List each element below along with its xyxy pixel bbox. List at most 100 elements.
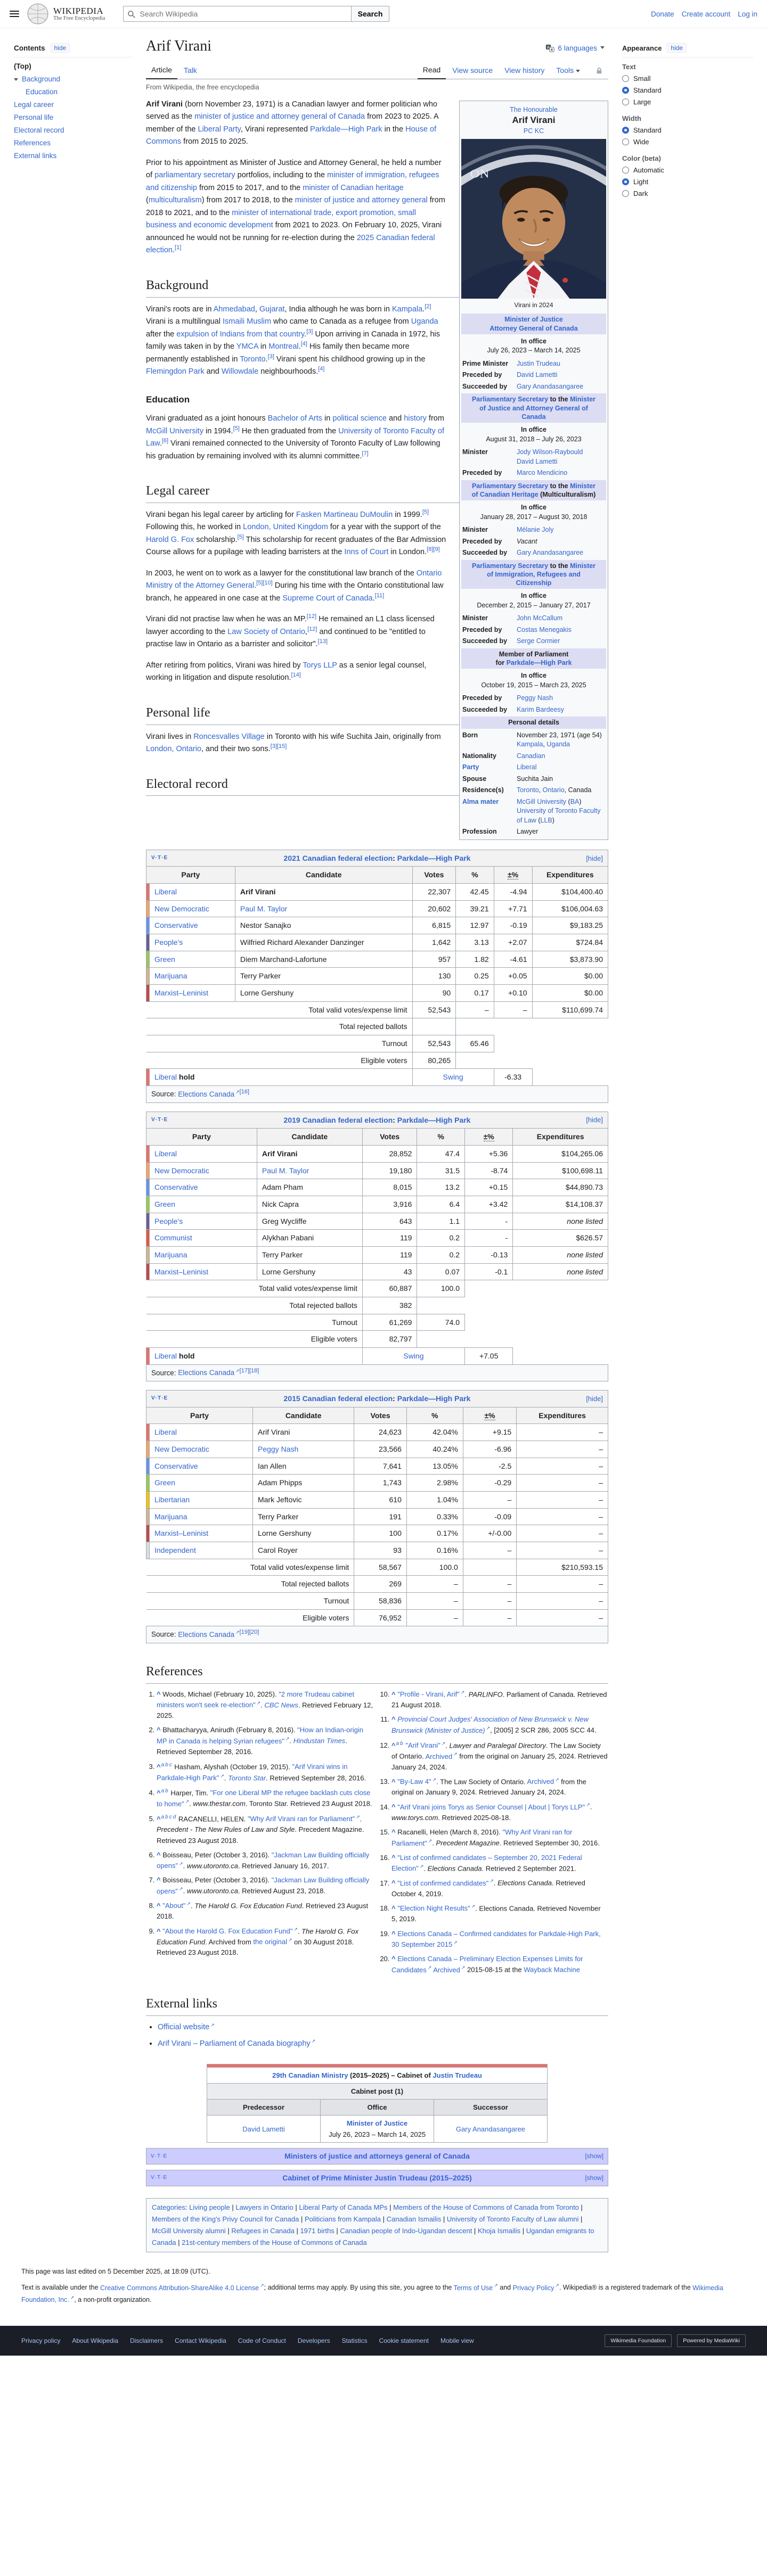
party-link[interactable]: Marxist–Leninist (154, 1267, 209, 1276)
link[interactable]: Minister of Justice (504, 316, 563, 324)
link[interactable]: Liberal Party (198, 125, 241, 134)
sidebar-item-personal-life[interactable]: Personal life (14, 113, 54, 121)
category-link[interactable]: Khoja Ismailis (477, 2227, 521, 2235)
party-link[interactable]: Green (154, 1478, 175, 1487)
link[interactable]: Serge Cormier (517, 637, 560, 645)
link[interactable]: Bachelor of Arts (267, 414, 323, 423)
link[interactable]: Elections Canada (178, 1631, 239, 1639)
ref-marker[interactable]: [5] (237, 534, 244, 541)
category-link[interactable]: Liberal Party of Canada MPs (299, 2203, 388, 2211)
link[interactable]: minister of international trade, export … (146, 208, 416, 230)
category-link[interactable]: University of Toronto Faculty of Law alu… (446, 2215, 579, 2223)
party-link[interactable]: Marijuana (154, 972, 187, 981)
link[interactable]: Gary Anandasangaree (517, 382, 584, 390)
ref-marker[interactable]: [8][9] (427, 546, 440, 553)
party-link[interactable]: New Democratic (154, 1444, 209, 1453)
appearance-hide-button[interactable]: hide (667, 43, 687, 53)
radio-icon[interactable] (622, 167, 629, 174)
link[interactable]: University of Toronto Faculty of Law (146, 426, 445, 448)
link[interactable]: Provincial Court Judges' Association of … (391, 1715, 589, 1734)
link[interactable]: Alma mater (462, 797, 499, 805)
tab-article[interactable]: Article (146, 61, 177, 79)
party-link[interactable]: Marxist–Leninist (154, 989, 209, 998)
link[interactable]: political science (332, 414, 387, 423)
link[interactable]: "About" (162, 1902, 191, 1910)
backlink-caret[interactable]: ^ (391, 1955, 396, 1963)
link[interactable]: Gujarat (259, 304, 285, 314)
party-link[interactable]: Liberal (154, 887, 177, 896)
link[interactable]: Attorney General of Canada (489, 324, 578, 332)
ref-marker[interactable]: [2] (425, 303, 431, 310)
link[interactable]: Parliamentary Secretary (471, 396, 549, 404)
backlink-caret[interactable]: ^ (157, 1902, 161, 1910)
footer-link[interactable]: Statistics (341, 2337, 368, 2345)
navbox-show-button[interactable]: [show] (585, 2174, 603, 2182)
link[interactable]: 2025 Canadian federal election (146, 233, 435, 255)
ref-marker[interactable]: [13] (317, 638, 328, 645)
link[interactable]: "Arif Virani" (405, 1741, 445, 1749)
link[interactable]: Justin Trudeau (517, 359, 560, 367)
link[interactable]: Arif Virani – Parliament of Canada biogr… (158, 2039, 315, 2048)
tab-talk[interactable]: Talk (183, 66, 197, 75)
link[interactable]: Toronto (517, 786, 539, 794)
link[interactable]: McGill University (146, 426, 203, 435)
link[interactable]: "Why Arif Virani ran for Parliament" (248, 1815, 360, 1823)
backlink-letter[interactable]: c (169, 1814, 172, 1820)
backlink-letter[interactable]: a (161, 1814, 165, 1820)
category-link[interactable]: 21st-century members of the House of Com… (182, 2238, 367, 2247)
link[interactable]: Parkdale—High Park (506, 659, 572, 667)
link[interactable]: Kampala (391, 304, 423, 314)
backlink-letter[interactable]: b (165, 1788, 168, 1795)
link[interactable]: Ismaili Muslim (223, 317, 272, 326)
ref-marker[interactable]: [4] (318, 366, 325, 373)
ref-marker[interactable]: [7] (362, 450, 369, 457)
ref-marker[interactable]: [5] (422, 509, 429, 516)
link[interactable]: Elections Canada (178, 1369, 239, 1377)
ref-marker[interactable]: [14] (291, 672, 301, 679)
ref-marker[interactable]: [17][18] (239, 1367, 259, 1374)
link[interactable]: Willowdale (221, 367, 259, 376)
election-link[interactable]: 2015 Canadian federal election (283, 1394, 393, 1403)
wikipedia-logo[interactable]: WIKIPEDIA The Free Encyclopedia (27, 3, 105, 25)
portrait-photo[interactable]: ON (461, 138, 606, 299)
tab-view-source[interactable]: View source (452, 66, 493, 75)
ref-marker[interactable]: [16] (239, 1089, 250, 1096)
link[interactable]: Toronto Star (228, 1773, 266, 1782)
link[interactable]: London, Ontario (146, 745, 201, 754)
category-link[interactable]: Refugees in Canada (231, 2227, 295, 2235)
backlink-letter[interactable]: b (165, 1762, 168, 1768)
link[interactable]: Fasken Martineau DuMoulin (296, 510, 393, 519)
category-link[interactable]: 1971 births (300, 2227, 334, 2235)
link[interactable]: Harold G. Fox (146, 535, 194, 544)
ref-marker[interactable]: [3] (306, 328, 313, 335)
link[interactable]: Parliamentary Secretary (471, 482, 549, 490)
category-link[interactable]: Members of the King's Privy Council for … (152, 2215, 299, 2223)
candidate-link[interactable]: Paul M. Taylor (262, 1166, 309, 1175)
riding-link[interactable]: Parkdale—High Park (397, 1394, 471, 1403)
backlink-caret[interactable]: ^ (391, 1741, 396, 1750)
radio-option-small[interactable]: Small (622, 75, 753, 83)
party-link[interactable]: Libertarian (154, 1495, 190, 1504)
link[interactable]: "Arif Virani joins Torys as Senior Couns… (397, 1803, 590, 1811)
backlink-caret[interactable]: ^ (157, 1789, 161, 1797)
ref-marker[interactable]: [12] (307, 626, 317, 632)
backlink-caret[interactable]: ^ (157, 1815, 161, 1823)
radio-option-wide[interactable]: Wide (622, 138, 753, 146)
backlink-caret[interactable]: ^ (157, 1690, 161, 1698)
link[interactable]: Montreal (268, 342, 299, 351)
link[interactable]: Uganda (546, 740, 570, 748)
link[interactable]: Uganda (411, 317, 438, 326)
link[interactable]: Elections Canada – Confirmed candidates … (391, 1930, 601, 1948)
footer-badge[interactable]: Powered by MediaWiki (677, 2334, 746, 2348)
honorific-link[interactable]: The Honourable (510, 106, 558, 113)
link[interactable]: minister of justice and attorney general… (194, 112, 365, 121)
footer-link[interactable]: About Wikipedia (72, 2337, 119, 2345)
ref-marker[interactable]: [1] (175, 244, 182, 251)
category-link[interactable]: Living people (189, 2203, 230, 2211)
radio-icon[interactable] (622, 98, 629, 105)
link[interactable]: multiculturalism (148, 196, 202, 205)
donate-link[interactable]: Donate (651, 10, 674, 18)
menu-icon[interactable] (10, 11, 19, 17)
sidebar-item-background[interactable]: Background (14, 75, 132, 83)
radio-icon[interactable] (622, 127, 629, 134)
